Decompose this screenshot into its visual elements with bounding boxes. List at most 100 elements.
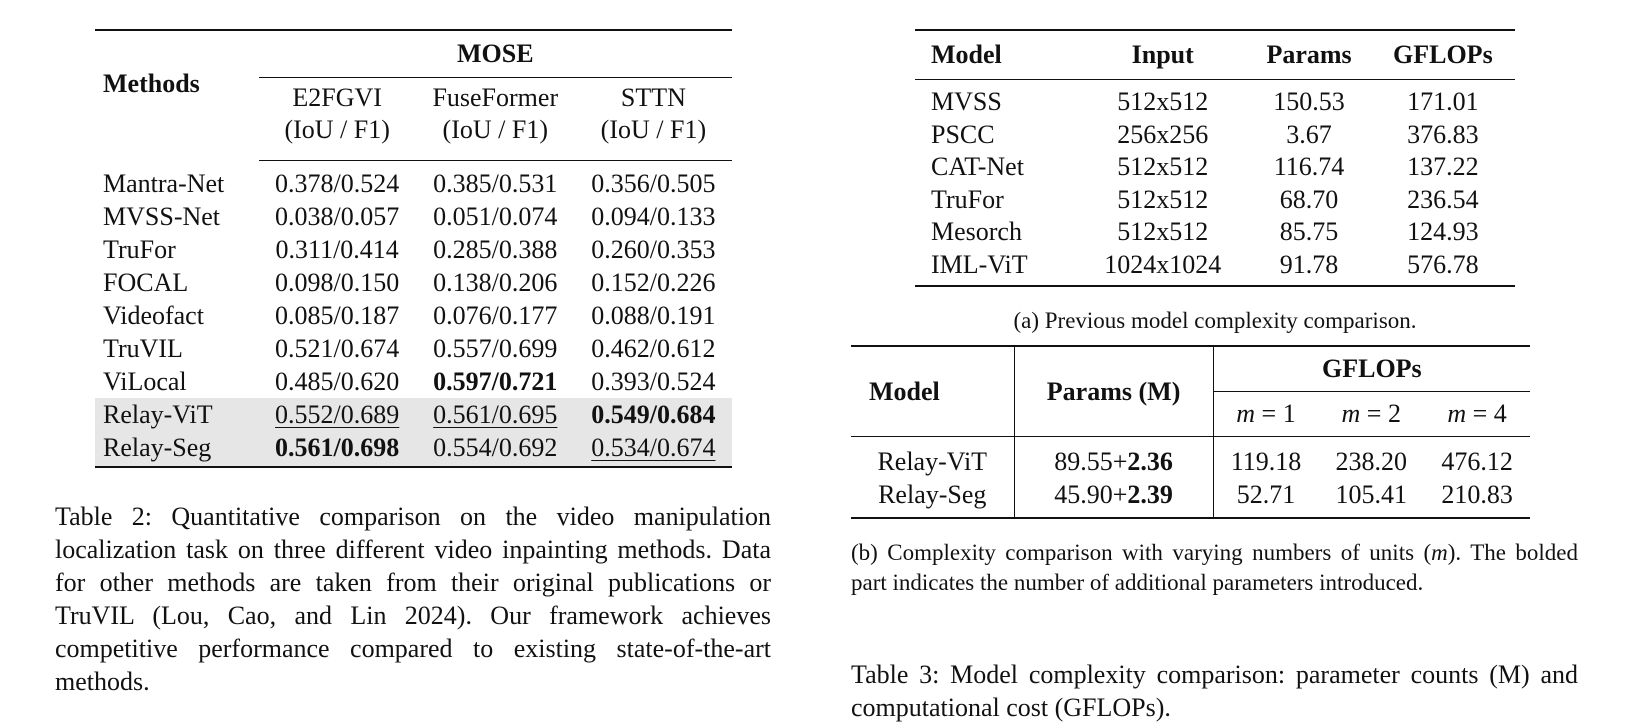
table-row: CAT-Net 512x512 116.74 137.22 xyxy=(915,151,1515,184)
cell-value: 210.83 xyxy=(1441,480,1513,509)
table-row: ViLocal 0.485/0.620 0.597/0.721 0.393/0.… xyxy=(95,365,732,398)
cell-value: 0.260/0.353 xyxy=(591,235,716,264)
cell-text: 0.534/0.674 xyxy=(591,433,716,462)
cell-value: 376.83 xyxy=(1407,119,1479,149)
params-base: 89.55+ xyxy=(1054,447,1128,476)
cell-value: 476.12 xyxy=(1441,447,1513,476)
cell-text: 0.561/0.695 xyxy=(433,400,558,429)
table-row: Mantra-Net 0.378/0.524 0.385/0.531 0.356… xyxy=(95,161,732,201)
cell-value: 124.93 xyxy=(1407,217,1479,246)
cell-value: 0.554/0.692 xyxy=(415,431,575,467)
model-name: CAT-Net xyxy=(931,152,1024,181)
method-name: TruVIL xyxy=(103,334,183,363)
m-value: = 2 xyxy=(1366,399,1401,428)
caption-end: ). The bolded part indicates the number … xyxy=(851,540,1578,595)
cell-value: 512x512 xyxy=(1117,184,1209,214)
model-name: Mesorch xyxy=(931,217,1022,246)
table-row: Mesorch 512x512 85.75 124.93 xyxy=(915,216,1515,249)
table-row: MVSS 512x512 150.53 171.01 xyxy=(915,80,1515,119)
model-name: PSCC xyxy=(931,119,995,149)
dataset-header: MOSE xyxy=(258,30,732,78)
table-row: IML-ViT 1024x1024 91.78 576.78 xyxy=(915,249,1515,287)
cell-value: 0.088/0.191 xyxy=(591,301,716,330)
cell-value: 512x512 xyxy=(1117,217,1209,246)
cell-value: 137.22 xyxy=(1407,152,1479,181)
column-name: E2FGVI xyxy=(292,83,382,112)
method-name: Videofact xyxy=(103,301,204,330)
cell-value: 236.54 xyxy=(1407,184,1479,214)
cell-value-best: 0.597/0.721 xyxy=(433,367,558,396)
cell-value: 238.20 xyxy=(1335,447,1407,476)
header-m-1: m = 1 xyxy=(1213,391,1319,437)
table-row: PSCC 256x256 3.67 376.83 xyxy=(915,119,1515,152)
cell-value: 91.78 xyxy=(1279,249,1339,279)
model-name: TruFor xyxy=(931,184,1004,214)
table-3-caption: Table 3: Model complexity comparison: pa… xyxy=(851,660,1578,722)
method-name: Relay-ViT xyxy=(95,398,259,431)
cell-value: 85.75 xyxy=(1279,217,1339,246)
header-params: Params (M) xyxy=(1014,346,1214,437)
header-model: Model xyxy=(915,30,1079,80)
cell-value: 0.076/0.177 xyxy=(433,301,558,330)
method-name: Relay-Seg xyxy=(95,431,259,467)
cell-value-best: 0.549/0.684 xyxy=(574,398,732,431)
params-base: 45.90+ xyxy=(1054,480,1128,509)
method-name: MVSS-Net xyxy=(103,202,221,231)
column-header-e2fgvi: E2FGVI (IoU / F1) xyxy=(258,77,416,161)
table-row: MVSS-Net 0.038/0.057 0.051/0.074 0.094/0… xyxy=(95,200,732,233)
table-2-caption: Table 2: Quantitative comparison on the … xyxy=(55,502,771,696)
cell-value: 68.70 xyxy=(1279,184,1339,214)
params-extra: 2.36 xyxy=(1127,447,1173,476)
cell-value: 3.67 xyxy=(1286,119,1332,149)
table-row: TruFor 512x512 68.70 236.54 xyxy=(915,184,1515,217)
header-gflops: GFLOPs xyxy=(1213,346,1530,392)
cell-value: 171.01 xyxy=(1407,87,1479,116)
cell-value: 0.462/0.612 xyxy=(591,334,716,363)
caption-m: m xyxy=(1431,540,1448,565)
table-row-highlighted: Relay-ViT 0.552/0.689 0.561/0.695 0.549/… xyxy=(95,398,732,431)
caption-start: (b) Complexity comparison with varying n… xyxy=(851,540,1432,565)
cell-value: 0.311/0.414 xyxy=(275,235,399,264)
cell-value: 0.521/0.674 xyxy=(275,334,400,363)
methods-header: Methods xyxy=(103,69,200,98)
m-symbol: m xyxy=(1236,399,1256,428)
header-input: Input xyxy=(1078,30,1248,80)
column-metric: (IoU / F1) xyxy=(600,115,707,144)
column-name: FuseFormer xyxy=(432,83,559,112)
cell-value: 512x512 xyxy=(1117,152,1209,181)
cell-value-second: 0.561/0.695 xyxy=(415,398,575,431)
cell-value: 52.71 xyxy=(1236,480,1296,509)
cell-value: 256x256 xyxy=(1117,119,1209,149)
m-symbol: m xyxy=(1447,399,1467,428)
method-name: Mantra-Net xyxy=(103,168,225,198)
params-value: 45.90+2.39 xyxy=(1014,478,1214,518)
column-metric: (IoU / F1) xyxy=(284,115,390,144)
cell-value: 0.485/0.620 xyxy=(275,367,400,396)
cell-value: 0.393/0.524 xyxy=(591,367,716,396)
table-row: FOCAL 0.098/0.150 0.138/0.206 0.152/0.22… xyxy=(95,266,732,299)
cell-value: 512x512 xyxy=(1117,87,1209,116)
header-m-4: m = 4 xyxy=(1424,391,1530,437)
cell-value: 0.378/0.524 xyxy=(275,169,400,198)
cell-value: 0.285/0.388 xyxy=(433,235,558,264)
table-row: Relay-ViT 89.55+2.36 119.18 238.20 476.1… xyxy=(851,436,1530,478)
cell-value: 0.098/0.150 xyxy=(275,268,400,297)
column-metric: (IoU / F1) xyxy=(442,115,548,144)
cell-value: 0.152/0.226 xyxy=(591,268,716,297)
cell-value: 0.557/0.699 xyxy=(433,334,558,363)
method-name: FOCAL xyxy=(103,268,189,297)
cell-value-second: 0.552/0.689 xyxy=(258,398,416,431)
m-value: = 4 xyxy=(1472,399,1507,428)
method-name: TruFor xyxy=(103,235,176,264)
params-value: 89.55+2.36 xyxy=(1014,436,1214,478)
header-m-2: m = 2 xyxy=(1318,391,1425,437)
model-name: IML-ViT xyxy=(931,249,1028,279)
table-row-highlighted: Relay-Seg 0.561/0.698 0.554/0.692 0.534/… xyxy=(95,431,732,467)
cell-value: 119.18 xyxy=(1230,447,1302,476)
table-3a-caption: (a) Previous model complexity comparison… xyxy=(1013,308,1417,333)
header-model: Model xyxy=(851,346,1015,437)
column-name: STTN xyxy=(620,83,686,112)
cell-value-second: 0.534/0.674 xyxy=(574,431,732,467)
table-2: Methods MOSE E2FGVI (IoU / F1) FuseForme… xyxy=(95,29,732,468)
cell-value: 0.051/0.074 xyxy=(433,202,558,231)
